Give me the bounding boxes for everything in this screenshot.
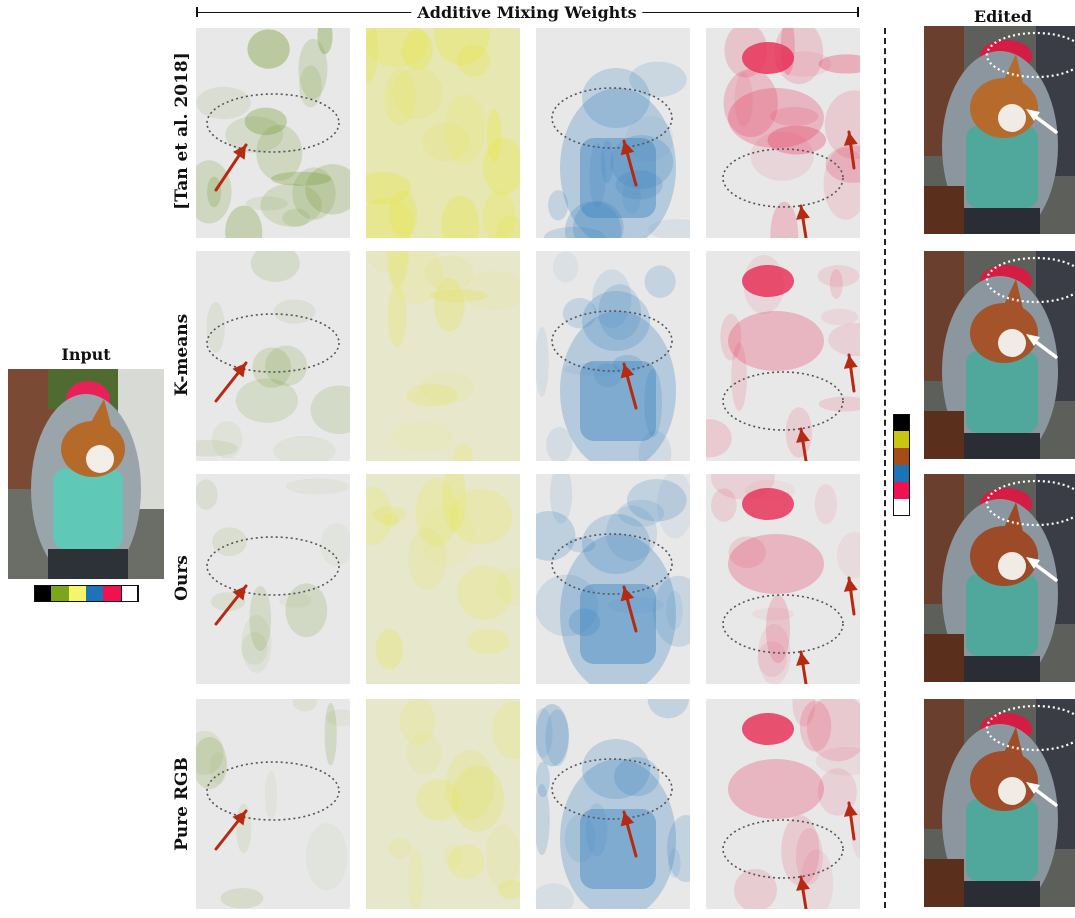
edited-palette-swatch [893, 414, 910, 431]
red-arrow [843, 353, 858, 393]
row-label-ours: Ours [172, 555, 192, 601]
edited-palette-swatch [893, 448, 910, 465]
mixing-weight-panel-red-layer [706, 251, 860, 461]
mixing-weight-panel-green-layer [196, 474, 350, 684]
mixing-weight-panel-yellow-layer [366, 474, 520, 684]
edited-palette-swatch [893, 465, 910, 482]
row-label-kmeans: K-means [172, 313, 192, 397]
mixing-weight-panel-yellow-layer [366, 28, 520, 238]
input-palette-frame [34, 585, 138, 602]
edited-palette-frame [893, 414, 910, 516]
highlight-ellipse [551, 310, 673, 372]
highlight-ellipse [551, 533, 673, 595]
edited-photo [924, 474, 1075, 682]
row-label-pure-rgb: Pure RGB [172, 757, 192, 851]
red-arrow [796, 650, 810, 684]
input-photo [8, 369, 164, 579]
mixing-weight-panel-blue-layer [536, 251, 690, 461]
highlight-ellipse [985, 704, 1075, 752]
separator-dashed-line [884, 28, 886, 908]
mixing-weight-panel-blue-layer [536, 699, 690, 909]
input-palette-swatch [103, 585, 122, 602]
red-arrow [214, 143, 248, 192]
row-label-tan: [Tan et al. 2018] [172, 52, 192, 210]
mixing-weight-panel-green-layer [196, 251, 350, 461]
input-palette-swatch [85, 585, 104, 602]
highlight-ellipse [985, 256, 1075, 304]
edited-photo [924, 26, 1075, 234]
mixing-weight-panel-red-layer [706, 474, 860, 684]
input-palette-swatch [34, 585, 52, 602]
mixing-weight-panel-yellow-layer [366, 699, 520, 909]
red-arrow [620, 810, 638, 858]
mixing-weight-panel-blue-layer [536, 474, 690, 684]
red-arrow [620, 362, 638, 410]
highlight-ellipse [722, 819, 844, 879]
mixing-weight-panel-red-layer [706, 28, 860, 238]
red-arrow [620, 585, 638, 633]
highlight-ellipse [206, 93, 340, 153]
additive-mixing-weights-title: Additive Mixing Weights [411, 3, 643, 22]
edited-photo [924, 251, 1075, 459]
highlight-ellipse [206, 313, 340, 373]
highlight-ellipse [551, 87, 673, 149]
highlight-ellipse [551, 758, 673, 820]
red-arrow [620, 139, 638, 187]
mixing-weight-panel-green-layer [196, 699, 350, 909]
mixing-weight-panel-blue-layer [536, 28, 690, 238]
edited-palette-swatch [893, 482, 910, 499]
white-arrow [1026, 109, 1058, 134]
white-arrow [1026, 557, 1058, 582]
highlight-ellipse [985, 479, 1075, 527]
red-arrow [796, 875, 810, 909]
red-arrow [843, 576, 858, 616]
mixing-weight-panel-yellow-layer [366, 251, 520, 461]
highlight-ellipse [722, 594, 844, 654]
edited-title: Edited [973, 7, 1033, 26]
red-arrow [796, 427, 810, 461]
input-title: Input [61, 345, 111, 364]
mixing-weight-panel-red-layer [706, 699, 860, 909]
white-arrow [1026, 782, 1058, 807]
red-arrow [796, 204, 810, 238]
highlight-ellipse [722, 148, 844, 208]
red-arrow [214, 809, 248, 851]
mixing-weight-panel-green-layer [196, 28, 350, 238]
highlight-ellipse [985, 31, 1075, 79]
highlight-ellipse [722, 371, 844, 431]
red-arrow [843, 801, 858, 841]
input-palette-swatch [51, 585, 70, 602]
highlight-ellipse [206, 761, 340, 821]
edited-palette-swatch [893, 499, 910, 516]
red-arrow [214, 361, 248, 403]
white-arrow [1026, 334, 1058, 359]
edited-palette-swatch [893, 431, 910, 448]
red-arrow [214, 584, 248, 626]
highlight-ellipse [206, 536, 340, 596]
edited-photo [924, 699, 1075, 907]
input-palette-swatch [68, 585, 87, 602]
red-arrow [843, 130, 858, 170]
